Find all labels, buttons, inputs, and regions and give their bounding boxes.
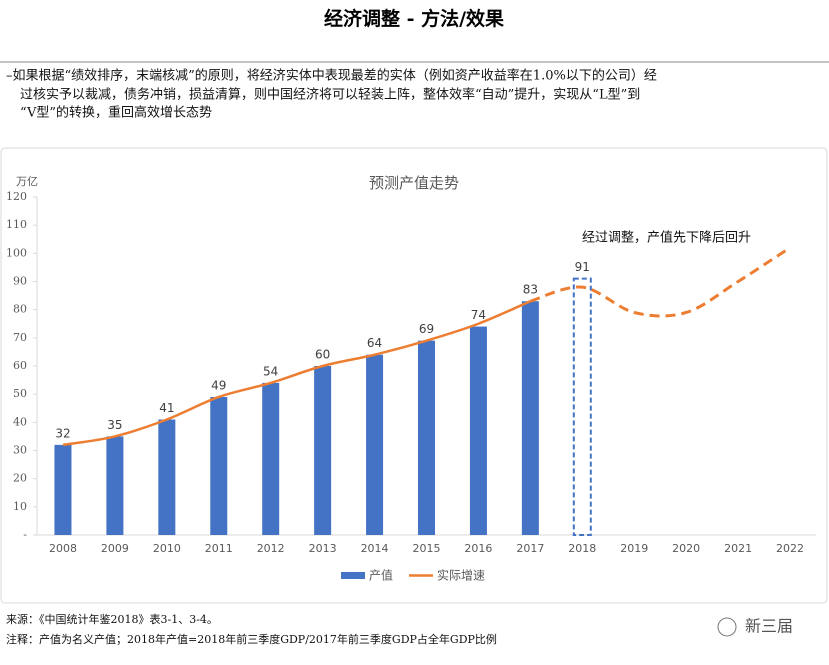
- x-tick-label: 2018: [568, 542, 596, 555]
- y-tick-label: 120: [6, 190, 27, 203]
- y-tick-label: 50: [13, 387, 27, 400]
- bullet-line: “V型”的转换，重回高效增长态势: [20, 105, 212, 121]
- data-label: 69: [419, 322, 434, 336]
- x-tick-label: 2021: [724, 542, 752, 555]
- bar: [262, 382, 280, 535]
- bullet-line: 过核实予以裁减，债务冲销，损益清算，则中国经济将可以轻装上阵，整体效率“自动”提…: [20, 87, 640, 103]
- bar: [54, 444, 72, 535]
- data-label: 54: [263, 364, 278, 378]
- x-tick-label: 2017: [516, 542, 544, 555]
- bar: [210, 396, 228, 535]
- line: [62, 300, 531, 447]
- y-tick-label: -: [23, 528, 27, 541]
- x-tick-label: 2015: [413, 542, 441, 555]
- bar: [314, 366, 332, 535]
- legend-label: 实际增速: [437, 568, 485, 583]
- x-tick-label: 2020: [672, 542, 700, 555]
- watermark-icon: [717, 617, 737, 637]
- data-label: 60: [315, 348, 330, 362]
- y-axis-label: 万亿: [16, 175, 38, 188]
- x-tick-label: 2013: [309, 542, 337, 555]
- x-tick-label: 2022: [776, 542, 804, 555]
- bar: [158, 419, 176, 535]
- y-tick-label: 100: [6, 246, 27, 259]
- y-tick-label: 80: [13, 303, 27, 316]
- data-label: 35: [107, 418, 122, 432]
- x-tick-label: 2014: [361, 542, 389, 555]
- y-tick-label: 30: [13, 444, 27, 457]
- source: 来源：《中国统计年鉴2018》表3-1、3-4。: [6, 612, 218, 626]
- annotation: 经过调整，产值先下降后回升: [582, 230, 751, 246]
- x-tick-label: 2008: [49, 542, 77, 555]
- y-tick-label: 40: [13, 415, 27, 428]
- note: 注释：产值为名义产值；2018年产值=2018年前三季度GDP/2017年前三季…: [6, 632, 497, 646]
- y-tick-label: 70: [13, 331, 27, 344]
- y-tick-label: 20: [13, 472, 27, 485]
- data-label: 91: [575, 260, 590, 274]
- bar: [366, 354, 384, 535]
- y-tick-label: 10: [13, 500, 27, 513]
- bullet-line: –如果根据“绩效排序，末端核减”的原则，将经济实体中表现最差的实体（例如资产收益…: [6, 68, 657, 84]
- bar: [106, 436, 124, 535]
- x-tick-label: 2009: [101, 542, 129, 555]
- y-tick-label: 90: [13, 275, 27, 288]
- data-label: 64: [367, 336, 382, 350]
- legend-swatch: [341, 572, 365, 579]
- bar: [418, 340, 435, 535]
- line: [529, 246, 791, 318]
- bar: [521, 301, 539, 535]
- page-title: 经济调整 - 方法/效果: [324, 7, 504, 30]
- x-tick-label: 2016: [464, 542, 492, 555]
- chart-title: 预测产值走势: [369, 174, 459, 192]
- data-label: 49: [211, 378, 226, 392]
- y-tick-label: 110: [6, 218, 27, 231]
- watermark: 新三届: [745, 617, 793, 636]
- data-label: 74: [471, 308, 486, 322]
- data-label: 32: [55, 426, 70, 440]
- bar: [572, 277, 592, 536]
- x-tick-label: 2011: [205, 542, 233, 555]
- x-tick-label: 2019: [620, 542, 648, 555]
- y-tick-label: 60: [13, 359, 27, 372]
- chart-frame: [0, 147, 828, 604]
- data-label: 41: [159, 401, 174, 415]
- legend-label: 产值: [369, 568, 393, 583]
- data-label: 83: [523, 283, 538, 297]
- x-tick-label: 2010: [153, 542, 181, 555]
- bar: [469, 326, 487, 535]
- x-tick-label: 2012: [257, 542, 285, 555]
